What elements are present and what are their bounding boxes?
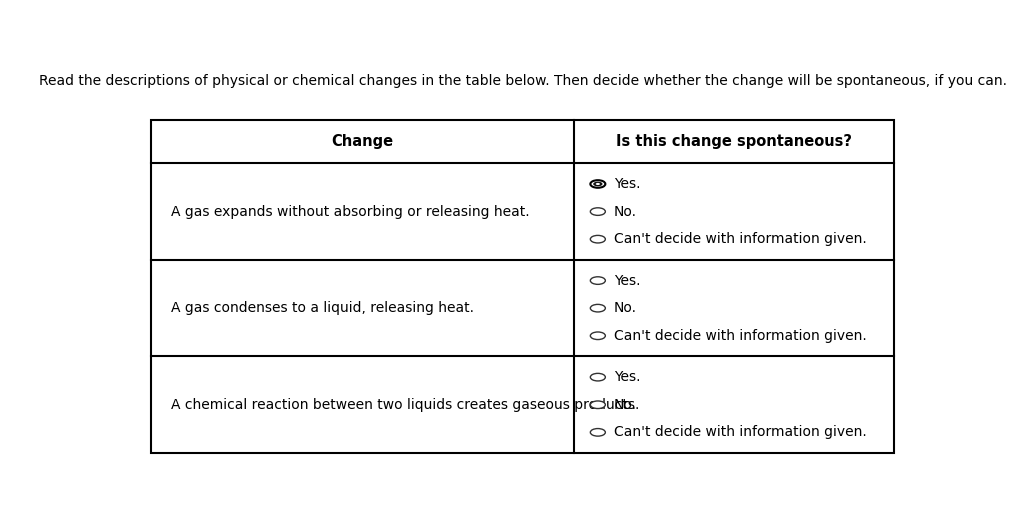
Text: A chemical reaction between two liquids creates gaseous products.: A chemical reaction between two liquids … (171, 398, 639, 412)
Text: Can't decide with information given.: Can't decide with information given. (613, 329, 865, 343)
Text: Can't decide with information given.: Can't decide with information given. (613, 232, 865, 246)
Circle shape (590, 305, 604, 312)
Circle shape (590, 235, 604, 243)
Text: Read the descriptions of physical or chemical changes in the table below. Then d: Read the descriptions of physical or che… (39, 74, 1006, 88)
Circle shape (590, 208, 604, 215)
Text: Yes.: Yes. (613, 177, 640, 191)
Circle shape (590, 180, 604, 188)
Text: Change: Change (331, 134, 393, 149)
Text: A gas expands without absorbing or releasing heat.: A gas expands without absorbing or relea… (171, 205, 529, 219)
Circle shape (595, 183, 599, 185)
Circle shape (590, 373, 604, 381)
Text: A gas condenses to a liquid, releasing heat.: A gas condenses to a liquid, releasing h… (171, 301, 474, 315)
Circle shape (593, 182, 602, 186)
Text: Yes.: Yes. (613, 274, 640, 287)
Circle shape (590, 332, 604, 340)
Text: Yes.: Yes. (613, 370, 640, 384)
Circle shape (590, 428, 604, 436)
Circle shape (590, 401, 604, 409)
Circle shape (590, 277, 604, 284)
Text: No.: No. (613, 301, 636, 315)
Text: Is this change spontaneous?: Is this change spontaneous? (615, 134, 851, 149)
Text: Can't decide with information given.: Can't decide with information given. (613, 425, 865, 439)
Text: No.: No. (613, 398, 636, 412)
Text: No.: No. (613, 205, 636, 219)
